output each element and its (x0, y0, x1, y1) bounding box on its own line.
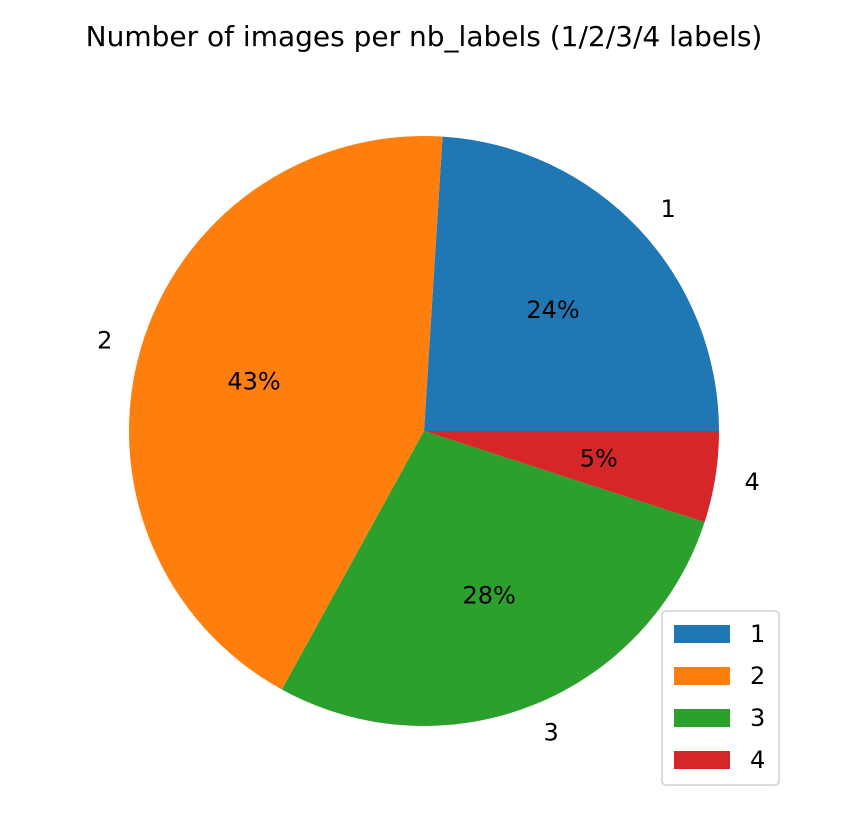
pie-slice-2 (128, 135, 443, 690)
legend-swatch-1 (674, 625, 730, 643)
pie-slice-3 (281, 431, 705, 726)
legend-label-2: 2 (750, 662, 765, 690)
pie-slice-4 (424, 431, 719, 523)
slice-label-3: 3 (543, 719, 558, 747)
legend-swatch-4 (674, 751, 730, 769)
slice-percent-labels: 24% 43% 28% 5% (227, 296, 618, 610)
slice-percent-3: 28% (462, 582, 515, 610)
slice-label-4: 4 (745, 468, 760, 496)
pie-slices (128, 135, 719, 726)
legend-frame (661, 610, 780, 786)
legend-label-3: 3 (750, 704, 765, 732)
slice-percent-4: 5% (580, 445, 618, 473)
chart-title: Number of images per nb_labels (1/2/3/4 … (86, 20, 763, 53)
slice-category-labels: 1 2 3 4 (97, 195, 760, 747)
slice-label-1: 1 (661, 195, 676, 223)
pie-slice-1 (424, 136, 719, 432)
legend-entries: 1 2 3 4 (674, 620, 765, 774)
legend: 1 2 3 4 (661, 610, 780, 786)
legend-label-4: 4 (750, 746, 765, 774)
legend-swatch-2 (674, 667, 730, 685)
slice-label-2: 2 (97, 326, 112, 354)
legend-swatch-3 (674, 709, 730, 727)
slice-percent-2: 43% (227, 368, 280, 396)
legend-label-1: 1 (750, 620, 765, 648)
slice-percent-1: 24% (526, 296, 579, 324)
